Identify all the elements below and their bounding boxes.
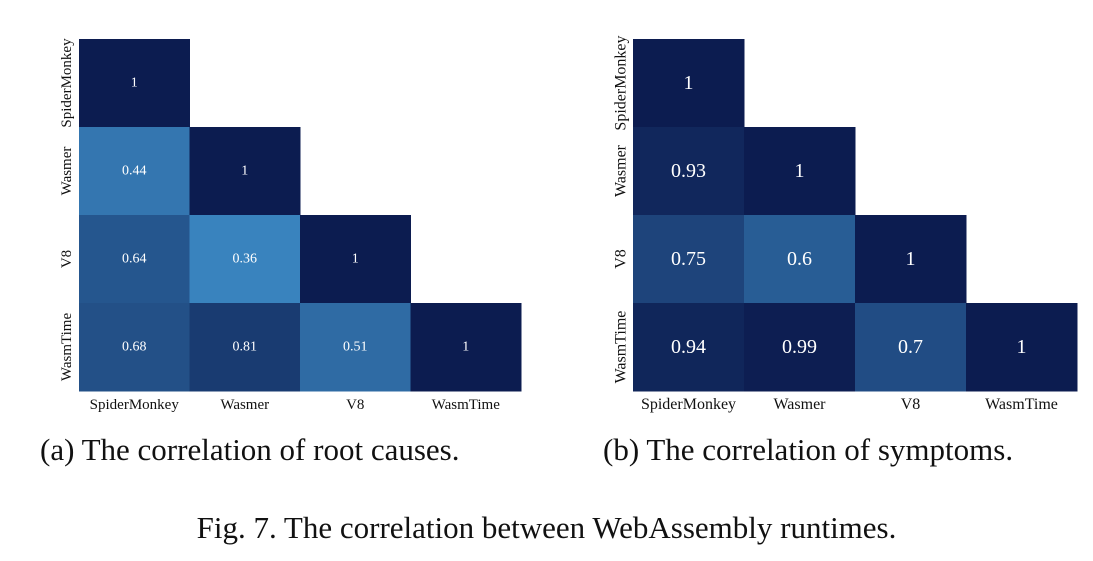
x-tick-label-a-1: Wasmer xyxy=(220,397,269,413)
cell-label-b-3-3: 1 xyxy=(1017,336,1027,358)
heatmap-cell-b-3-3 xyxy=(966,303,1078,392)
heatmap-cell-a-3-2 xyxy=(300,303,411,392)
cell-label-b-0-0: 1 xyxy=(684,72,694,94)
heatmap-cell-a-2-2 xyxy=(300,215,411,304)
y-tick-label-a-0: SpiderMonkey xyxy=(59,38,75,128)
heatmap-cell-b-0-0 xyxy=(633,39,745,128)
heatmap-cell-b-1-1 xyxy=(744,127,856,216)
figure-caption: Fig. 7. The correlation between WebAssem… xyxy=(196,510,897,545)
heatmap-symptoms: 1 0.93 1 0.75 0.6 1 0.94 0.99 0.7 1 SpiderMonkey Wa… xyxy=(613,35,1078,413)
heatmap-cell-a-3-0 xyxy=(79,303,190,392)
cell-label-b-1-0: 0.93 xyxy=(671,160,706,182)
heatmap-cell-b-3-2 xyxy=(855,303,967,392)
heatmap-root-causes: 1 0.44 1 0.64 0.36 1 0.68 0.81 0.51 1 SpiderMonkey… xyxy=(59,38,522,413)
heatmap-cell-b-1-0 xyxy=(633,127,745,216)
heatmap-cell-b-2-0 xyxy=(633,215,745,304)
x-tick-label-b-2: V8 xyxy=(901,396,921,413)
cell-label-a-2-0: 0.64 xyxy=(122,252,147,267)
y-tick-label-a-3: WasmTime xyxy=(59,313,75,382)
cell-label-b-2-2: 1 xyxy=(906,248,916,270)
subcaption-b: (b) The correlation of symptoms. xyxy=(603,432,1014,467)
heatmap-cell-a-0-0 xyxy=(79,39,190,128)
cell-label-b-3-2: 0.7 xyxy=(898,336,923,358)
cell-label-a-3-0: 0.68 xyxy=(122,340,147,355)
subcaption-a: (a) The correlation of root causes. xyxy=(40,432,460,467)
heatmap-cell-b-2-2 xyxy=(855,215,967,304)
heatmap-cell-b-3-0 xyxy=(633,303,745,392)
cell-label-a-3-1: 0.81 xyxy=(233,340,258,355)
heatmap-cell-a-3-3 xyxy=(410,303,522,392)
cell-label-b-3-1: 0.99 xyxy=(782,336,817,358)
heatmap-cell-a-2-0 xyxy=(79,215,190,304)
y-tick-label-b-0: SpiderMonkey xyxy=(613,35,630,130)
heatmap-cell-b-3-1 xyxy=(744,303,856,392)
y-tick-label-b-1: Wasmer xyxy=(613,144,630,197)
x-tick-label-b-0: SpiderMonkey xyxy=(641,396,736,413)
heatmap-cell-a-2-1 xyxy=(189,215,301,304)
heatmap-cell-a-3-1 xyxy=(189,303,301,392)
x-tick-label-b-1: Wasmer xyxy=(773,396,826,413)
x-tick-label-a-3: WasmTime xyxy=(432,397,501,413)
heatmap-cell-a-1-1 xyxy=(189,127,301,216)
x-tick-label-a-0: SpiderMonkey xyxy=(90,397,180,413)
cell-label-b-3-0: 0.94 xyxy=(671,336,706,358)
cell-label-a-1-1: 1 xyxy=(241,164,248,179)
heatmap-cell-b-2-1 xyxy=(744,215,856,304)
heatmap-cell-a-1-0 xyxy=(79,127,190,216)
cell-label-a-2-2: 1 xyxy=(352,252,359,267)
cell-label-b-1-1: 1 xyxy=(795,160,805,182)
cell-label-a-3-2: 0.51 xyxy=(343,340,368,355)
cell-label-a-1-0: 0.44 xyxy=(122,164,147,179)
cell-label-a-2-1: 0.36 xyxy=(233,252,258,267)
y-tick-label-a-1: Wasmer xyxy=(59,147,75,196)
y-tick-label-b-3: WasmTime xyxy=(613,311,630,384)
cell-label-a-3-3: 1 xyxy=(462,340,469,355)
y-tick-label-b-2: V8 xyxy=(613,249,630,269)
cell-label-b-2-0: 0.75 xyxy=(671,248,706,270)
x-tick-label-a-2: V8 xyxy=(346,397,364,413)
cell-label-a-0-0: 1 xyxy=(131,76,138,91)
cell-label-b-2-1: 0.6 xyxy=(787,248,812,270)
y-tick-label-a-2: V8 xyxy=(59,250,75,268)
x-tick-label-b-3: WasmTime xyxy=(985,396,1058,413)
